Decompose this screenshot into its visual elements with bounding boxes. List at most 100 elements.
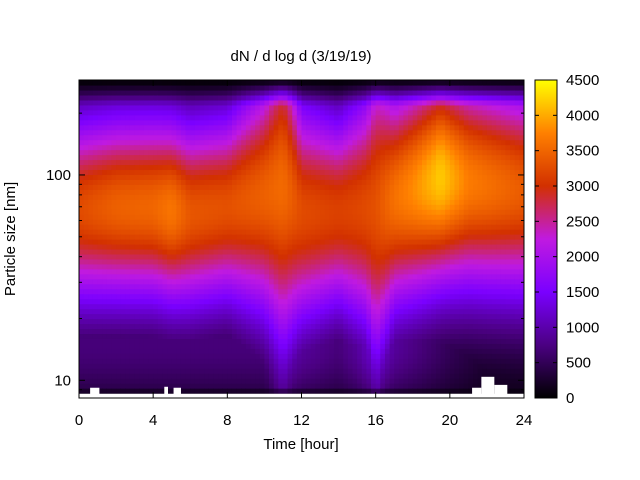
- heatmap-cell: [153, 368, 159, 374]
- heatmap-cell: [264, 109, 270, 116]
- heatmap-cell: [380, 363, 386, 369]
- heatmap-cell: [176, 293, 182, 300]
- heatmap-cell: [176, 353, 182, 359]
- heatmap-cell: [422, 154, 428, 161]
- heatmap-cell: [371, 253, 377, 260]
- heatmap-cell: [324, 388, 330, 394]
- heatmap-cell: [190, 373, 196, 379]
- heatmap-cell: [296, 313, 303, 320]
- heatmap-cell: [264, 258, 270, 265]
- heatmap-cell: [333, 313, 340, 320]
- heatmap-cell: [380, 293, 386, 300]
- heatmap-cell: [111, 154, 117, 161]
- heatmap-cell: [394, 388, 400, 394]
- heatmap-cell: [366, 293, 372, 300]
- heatmap-cell: [120, 94, 126, 101]
- heatmap-cell: [422, 348, 428, 354]
- heatmap-cell: [120, 248, 126, 255]
- heatmap-cell: [125, 333, 131, 339]
- heatmap-cell: [213, 159, 219, 166]
- heatmap-cell: [139, 174, 145, 180]
- heatmap-cell: [167, 363, 173, 369]
- heatmap-cell: [384, 219, 391, 225]
- heatmap-cell: [88, 114, 94, 121]
- heatmap-cell: [417, 348, 423, 354]
- heatmap-cell: [194, 363, 201, 369]
- heatmap-cell: [408, 308, 414, 315]
- heatmap-cell: [338, 209, 344, 215]
- heatmap-cell: [171, 323, 177, 330]
- heatmap-cell: [204, 149, 210, 156]
- heatmap-cell: [357, 268, 363, 275]
- heatmap-cell: [371, 243, 377, 250]
- heatmap-cell: [324, 114, 330, 121]
- heatmap-cell: [282, 194, 289, 200]
- heatmap-cell: [116, 313, 122, 320]
- heatmap-cell: [292, 308, 298, 315]
- heatmap-cell: [403, 263, 409, 270]
- heatmap-cell: [273, 224, 279, 230]
- heatmap-cell: [394, 114, 400, 121]
- heatmap-cell: [343, 383, 349, 389]
- heatmap-cell: [403, 288, 409, 295]
- heatmap-cell: [324, 224, 330, 230]
- heatmap-cell: [403, 298, 409, 305]
- heatmap-cell: [236, 184, 242, 190]
- heatmap-cell: [162, 149, 168, 156]
- heatmap-cell: [403, 343, 409, 349]
- heatmap-cell: [375, 204, 381, 210]
- heatmap-cell: [282, 328, 289, 335]
- heatmap-cell: [111, 149, 117, 156]
- heatmap-cell: [426, 164, 432, 171]
- heatmap-cell: [301, 114, 307, 121]
- heatmap-cell: [227, 258, 233, 265]
- heatmap-cell: [403, 273, 409, 280]
- heatmap-cell: [194, 348, 201, 354]
- heatmap-cell: [320, 164, 326, 171]
- heatmap-cell: [394, 278, 400, 285]
- heatmap-cell: [148, 263, 154, 270]
- heatmap-cell: [213, 333, 219, 339]
- heatmap-cell: [380, 338, 386, 344]
- heatmap-cell: [431, 89, 437, 96]
- heatmap-cell: [264, 134, 270, 141]
- heatmap-cell: [380, 219, 386, 225]
- heatmap-cell: [320, 194, 326, 200]
- heatmap-cell: [148, 383, 154, 389]
- heatmap-cell: [320, 308, 326, 315]
- heatmap-cell: [116, 144, 122, 151]
- heatmap-cell: [222, 169, 228, 176]
- heatmap-cell: [408, 139, 414, 146]
- heatmap-cell: [292, 124, 298, 131]
- heatmap-cell: [329, 174, 335, 180]
- heatmap-cell: [408, 343, 414, 349]
- heatmap-cell: [324, 278, 330, 285]
- heatmap-cell: [153, 288, 159, 295]
- heatmap-cell: [134, 219, 140, 225]
- heatmap-cell: [417, 248, 423, 255]
- heatmap-cell: [111, 209, 117, 215]
- heatmap-cell: [324, 253, 330, 260]
- heatmap-cell: [120, 89, 126, 96]
- heatmap-cell: [222, 323, 228, 330]
- heatmap-cell: [250, 318, 256, 325]
- heatmap-cell: [227, 84, 233, 91]
- heatmap-cell: [236, 114, 242, 121]
- heatmap-cell: [278, 159, 284, 166]
- heatmap-cell: [310, 273, 317, 280]
- heatmap-cell: [398, 283, 405, 290]
- heatmap-cell: [384, 288, 391, 295]
- heatmap-cell: [83, 323, 89, 330]
- heatmap-cell: [417, 338, 423, 344]
- heatmap-cell: [338, 164, 344, 171]
- heatmap-cell: [287, 358, 293, 364]
- heatmap-cell: [259, 109, 266, 116]
- heatmap-cell: [278, 283, 284, 290]
- heatmap-cell: [320, 199, 326, 205]
- heatmap-cell: [259, 243, 266, 250]
- heatmap-cell: [371, 80, 377, 86]
- heatmap-cell: [116, 174, 122, 180]
- heatmap-cell: [361, 253, 367, 260]
- heatmap-cell: [273, 109, 279, 116]
- heatmap-cell: [278, 273, 284, 280]
